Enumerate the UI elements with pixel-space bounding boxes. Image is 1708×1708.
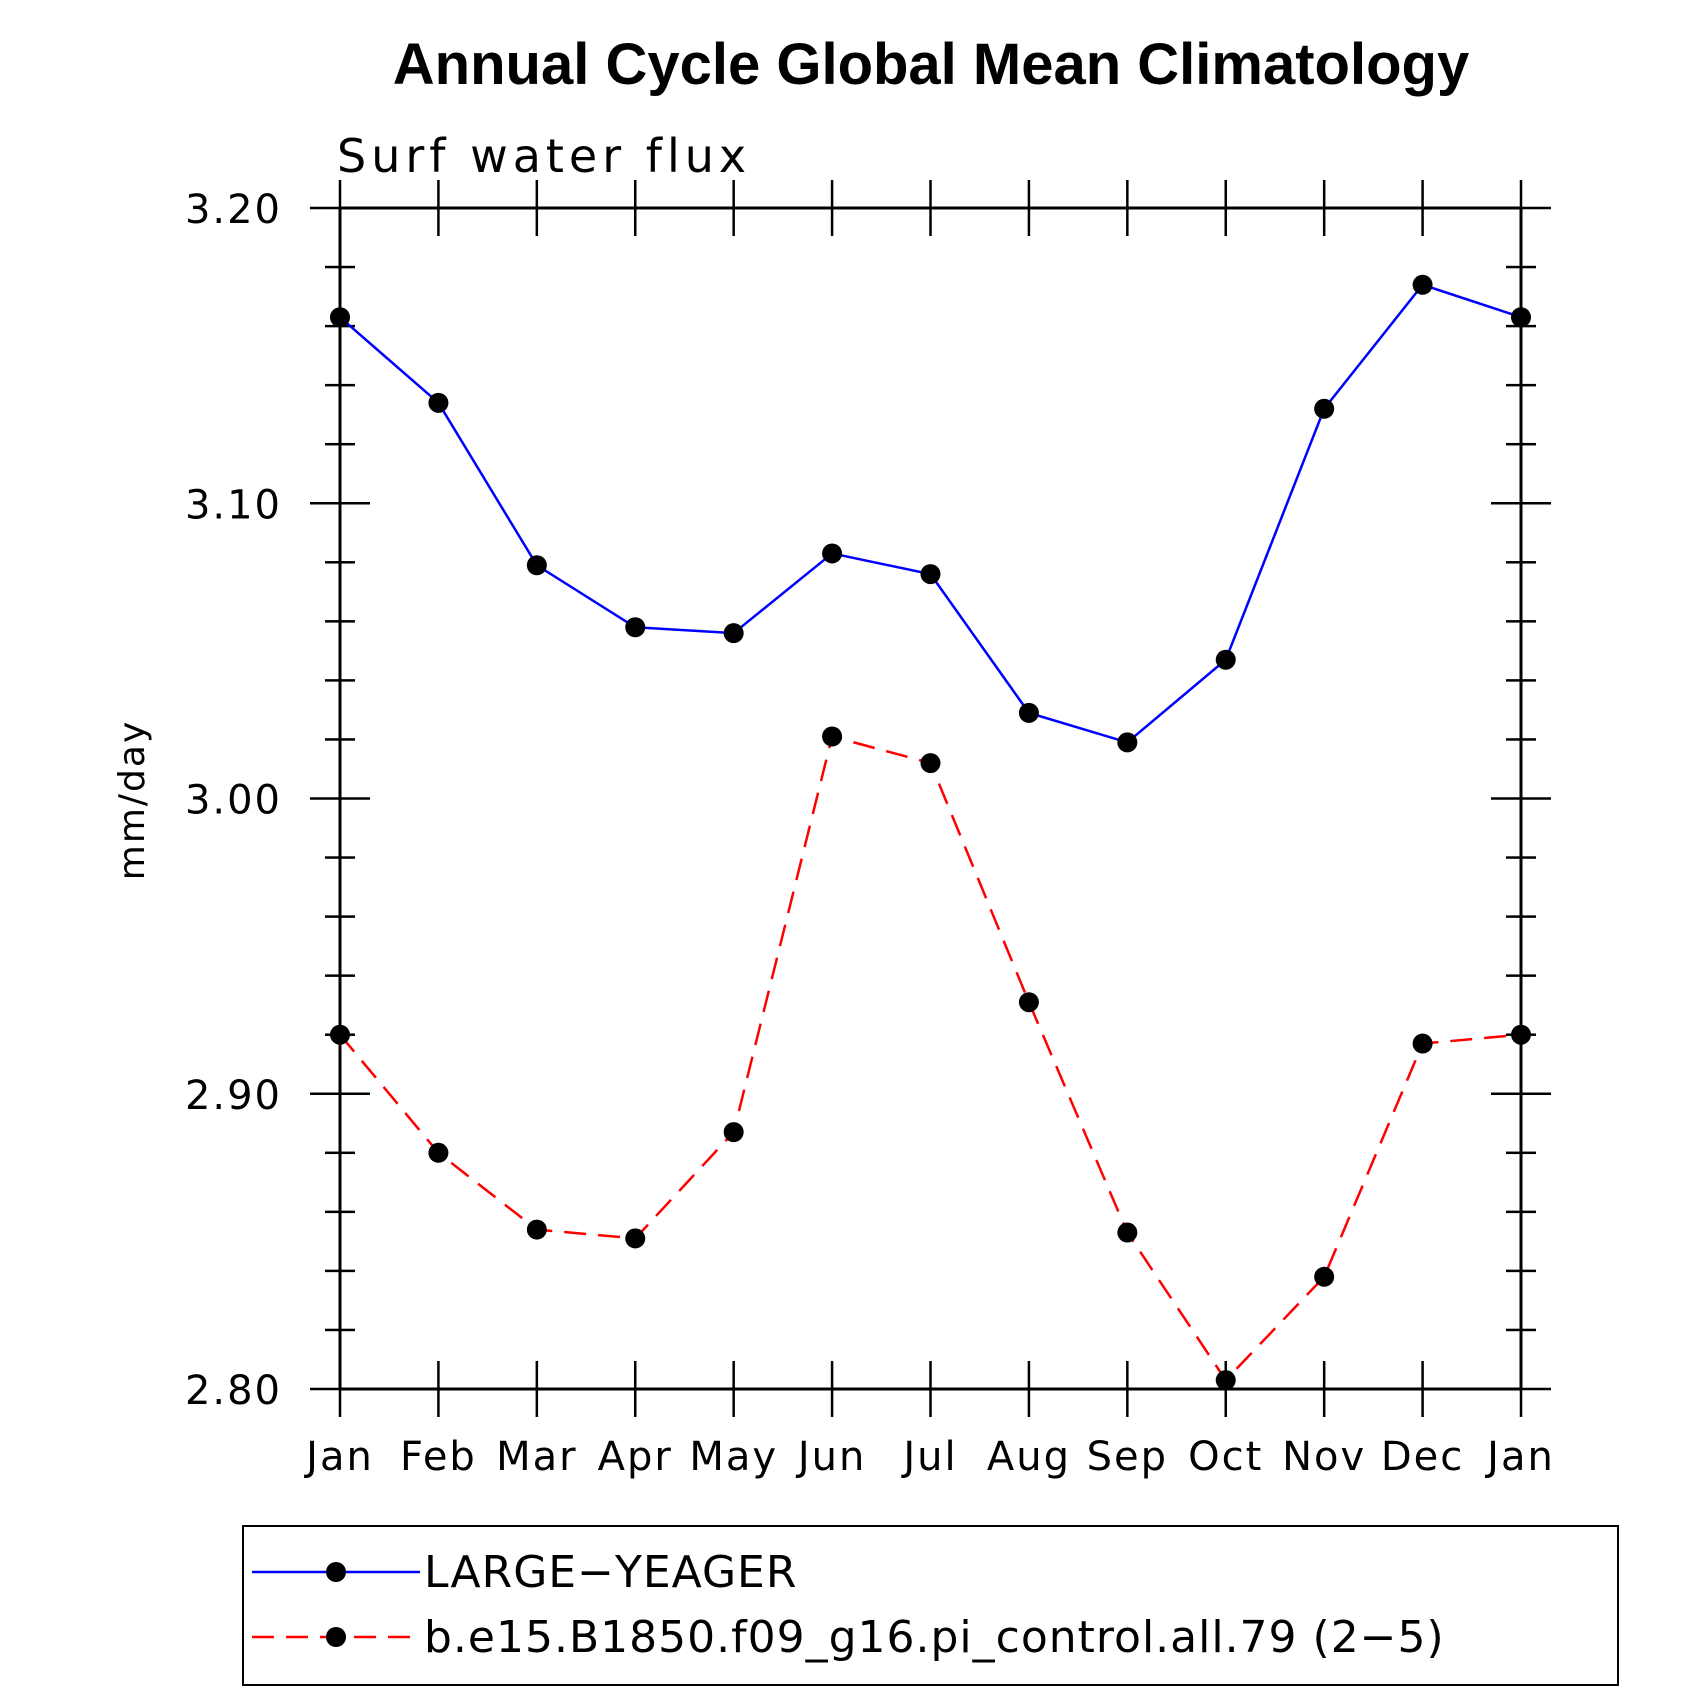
series-2-point (1511, 1024, 1531, 1045)
series-2-point (526, 1219, 547, 1240)
y-axis-label: mm/day (112, 720, 153, 880)
series-2-point (1215, 1370, 1236, 1391)
x-tick-label: Sep (1087, 1434, 1168, 1480)
x-tick-label: Mar (496, 1434, 577, 1480)
x-tick-label: Oct (1188, 1434, 1263, 1480)
y-tick-label: 3.20 (185, 187, 282, 233)
series-2-point (625, 1228, 646, 1249)
x-tick-label: Apr (598, 1434, 673, 1480)
series-1-point (1215, 649, 1236, 670)
axis-ticks (310, 180, 1551, 1417)
series-2-point (428, 1142, 449, 1163)
series-1-point (920, 564, 941, 585)
y-tick-label: 3.10 (185, 482, 282, 528)
series-1-point (428, 392, 449, 413)
x-tick-label: Jun (795, 1434, 867, 1480)
series-1-point (1018, 702, 1039, 723)
series-1-point (1511, 307, 1531, 328)
series-1-point (1412, 274, 1433, 295)
legend: LARGE−YEAGER b.e15.B1850.f09_g16.pi_contr… (252, 1547, 1445, 1663)
series-1-point (330, 307, 350, 328)
x-tick-label: Jan (1484, 1434, 1555, 1480)
series-2-point (723, 1122, 744, 1143)
series-line-2 (339, 734, 1522, 1383)
chart-subtitle: Surf water flux (337, 129, 751, 183)
legend-box (242, 1525, 1619, 1686)
y-tick-label: 2.80 (185, 1368, 282, 1414)
y-tick-label: 3.00 (185, 778, 282, 824)
series-1-point (822, 543, 843, 564)
x-tick-label: Dec (1381, 1434, 1464, 1480)
series-1-point (625, 617, 646, 638)
x-tick-label: Aug (987, 1434, 1071, 1480)
legend-marker-1 (326, 1562, 346, 1582)
series-2-point (1018, 992, 1039, 1013)
x-tick-label: Feb (400, 1434, 477, 1480)
x-tick-label: Jan (303, 1434, 374, 1480)
series-2-point (1117, 1222, 1138, 1243)
series-2-point (1412, 1033, 1433, 1054)
y-tick-label: 2.90 (185, 1073, 282, 1119)
series-1-point (1117, 732, 1138, 753)
series-2-point (920, 753, 941, 774)
legend-marker-2 (326, 1627, 346, 1647)
series-1-point (723, 623, 744, 644)
series-1-point (526, 555, 547, 576)
series-2-point (822, 726, 843, 747)
x-tick-label: Nov (1282, 1434, 1366, 1480)
series-2-point (1314, 1266, 1335, 1287)
series-layer (330, 274, 1531, 1391)
legend-label-1: LARGE−YEAGER (424, 1547, 797, 1598)
chart-title: Annual Cycle Global Mean Climatology (393, 32, 1469, 97)
x-axis-tick-labels: Jan Feb Mar Apr May Jun Jul Aug Sep Oct Nov Dec Jan (303, 1434, 1555, 1480)
x-tick-label: Jul (900, 1434, 957, 1480)
series-2-point (330, 1024, 350, 1045)
x-tick-label: May (689, 1434, 778, 1480)
y-axis-tick-labels: 2.80 2.90 3.00 3.10 3.20 (185, 187, 282, 1414)
legend-label-2: b.e15.B1850.f09_g16.pi_control.all.79 (2… (424, 1612, 1445, 1663)
series-line-1 (339, 283, 1522, 744)
series-1-point (1314, 398, 1335, 419)
